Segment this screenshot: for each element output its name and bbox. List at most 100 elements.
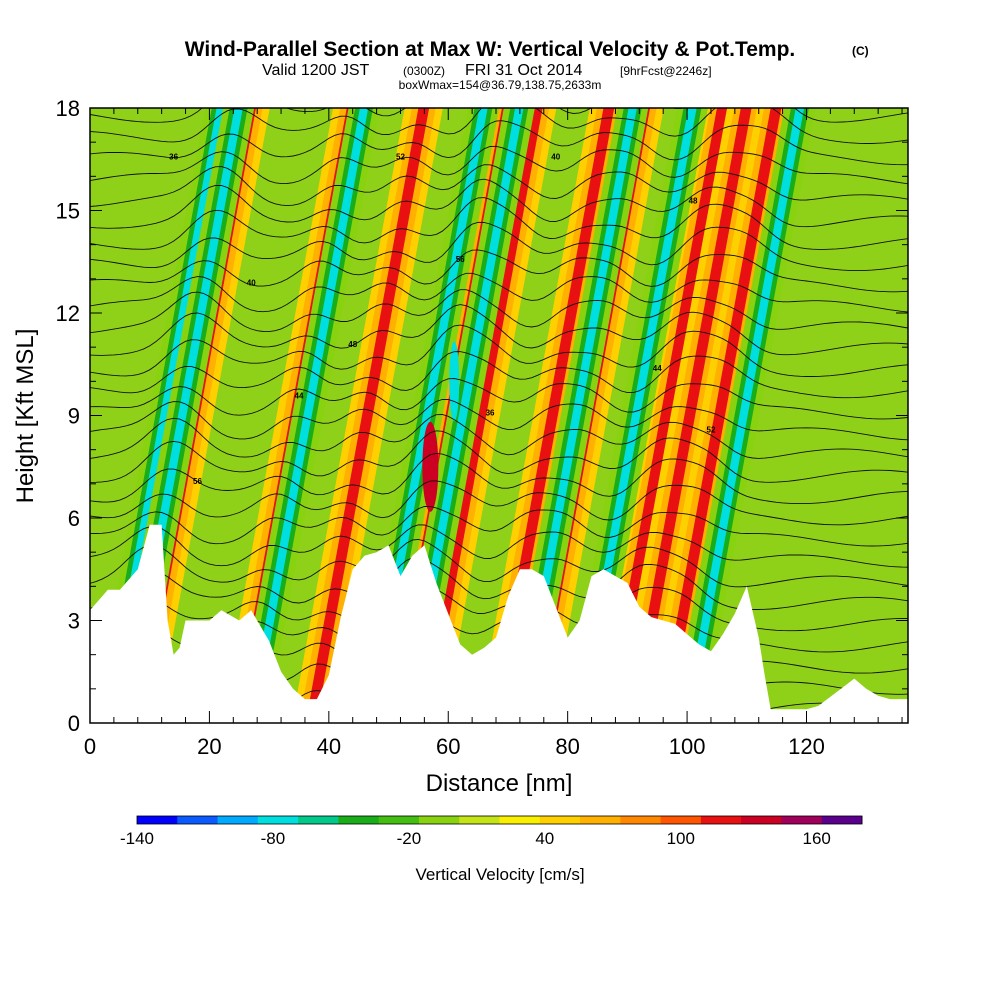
theta-contour-17	[90, 304, 908, 356]
y-tick-label: 0	[68, 711, 80, 736]
x-tick-label: 20	[197, 734, 221, 759]
downdraft-core	[449, 341, 460, 422]
y-tick-label: 15	[56, 199, 80, 224]
valid-utc: (0300Z)	[403, 64, 445, 78]
velocity-bands	[92, 108, 816, 723]
updraft-streak-10-level-2	[627, 108, 752, 723]
terrain-mask	[90, 524, 908, 723]
colorbar-swatch	[177, 816, 219, 824]
colorbar-swatch	[499, 816, 541, 824]
theta-contour-19	[90, 272, 908, 313]
valid-prefix: Valid 1200 JST	[262, 62, 370, 79]
colorbar: -140 -80 -20 40 100 160	[120, 815, 863, 848]
colorbar-swatch	[378, 816, 420, 824]
theta-label-7: 40	[551, 152, 560, 161]
colorbar-swatch	[418, 816, 460, 824]
theta-label-6: 36	[486, 409, 495, 418]
theta-label-3: 48	[348, 340, 357, 349]
colorbar-swatch	[781, 816, 823, 824]
colorbar-swatch	[137, 816, 178, 824]
theta-contour-11	[90, 430, 908, 483]
theta-contour-9	[90, 480, 908, 526]
theta-contour-13	[90, 398, 908, 441]
chart-title: Wind-Parallel Section at Max W: Vertical…	[185, 38, 796, 61]
theta-contour-24	[90, 164, 908, 207]
colorbar-swatch	[257, 816, 299, 824]
theta-label-9: 48	[689, 197, 698, 206]
theta-contour-22	[90, 197, 908, 250]
y-tick-label: 18	[56, 96, 80, 121]
theta-contour-16	[90, 324, 908, 377]
colorbar-swatch	[338, 816, 380, 824]
x-tick-label: 100	[669, 734, 706, 759]
theta-contour-labels: 36 40 44 48 52 56 36 40 44 48 52 56	[169, 152, 716, 486]
updraft-streak-9-level-2	[604, 108, 728, 723]
valid-time-line: Valid 1200 JST (0300Z) FRI 31 Oct 2014 […	[262, 62, 712, 79]
colorbar-tick-label: -140	[120, 829, 154, 848]
theta-contour-6	[90, 538, 908, 588]
x-tick-label: 80	[555, 734, 579, 759]
theta-label-1: 40	[247, 279, 256, 288]
updraft-streak-3-level-2	[305, 108, 430, 723]
theta-contour-15	[90, 351, 908, 399]
theta-label-11: 56	[193, 477, 202, 486]
downdraft-streak-4-level-2	[402, 108, 524, 723]
theta-contour-10	[90, 452, 908, 505]
theta-contour-27	[90, 108, 908, 144]
copyright-mark: (C)	[852, 44, 869, 58]
forecast-tag: [9hrFcst@2246z]	[620, 64, 712, 78]
x-axis: 0 20 40 60 80 100 120	[84, 108, 903, 759]
theta-contour-18	[90, 289, 908, 334]
colorbar-label: Vertical Velocity [cm/s]	[415, 865, 584, 884]
y-tick-label: 9	[68, 404, 80, 429]
colorbar-tick-label: -20	[397, 829, 422, 848]
colorbar-tick-label: 160	[803, 829, 831, 848]
colorbar-tick-label: -80	[261, 829, 286, 848]
x-tick-label: 120	[788, 734, 825, 759]
updraft-core	[422, 421, 439, 512]
valid-date: FRI 31 Oct 2014	[465, 62, 582, 79]
plot-area: 36 40 44 48 52 56 36 40 44 48 52 56	[90, 108, 908, 723]
x-tick-label: 60	[436, 734, 460, 759]
y-axis-label: Height [Kft MSL]	[12, 329, 39, 504]
box-info: boxWmax=154@36.79,138.75,2633m	[399, 78, 602, 92]
x-axis-label: Distance [nm]	[426, 770, 573, 797]
theta-contour-12	[90, 414, 908, 459]
updraft-streak-7-level-2	[490, 108, 615, 723]
theta-label-2: 44	[295, 391, 304, 400]
x-tick-label: 40	[317, 734, 341, 759]
theta-contour-23	[90, 178, 908, 229]
theta-contour-20	[90, 249, 908, 293]
theta-label-10: 52	[707, 426, 716, 435]
colorbar-tick-label: 100	[667, 829, 695, 848]
theta-contour-21	[90, 221, 908, 272]
theta-contours	[90, 108, 908, 716]
theta-label-5: 56	[456, 255, 465, 264]
downdraft-streak-7-level-2	[682, 108, 805, 723]
colorbar-swatch	[217, 816, 259, 824]
colorbar-swatch	[580, 816, 621, 824]
colorbar-swatch	[620, 816, 662, 824]
colorbar-tick-label: 40	[535, 829, 554, 848]
theta-contour-5	[90, 557, 908, 610]
y-tick-label: 3	[68, 609, 80, 634]
theta-contour-8	[90, 505, 908, 547]
theta-label-4: 52	[396, 152, 405, 161]
colorbar-swatch	[821, 816, 863, 824]
colorbar-swatch	[741, 816, 782, 824]
colorbar-swatch	[700, 816, 742, 824]
colorbar-swatch	[660, 816, 702, 824]
x-tick-label: 0	[84, 734, 96, 759]
theta-contour-14	[90, 378, 908, 420]
colorbar-swatch	[539, 816, 581, 824]
theta-contour-26	[90, 120, 908, 166]
theta-contour-7	[90, 524, 908, 568]
colorbar-frame	[136, 815, 863, 825]
y-tick-label: 12	[56, 301, 80, 326]
colorbar-swatch	[298, 816, 339, 824]
y-tick-label: 6	[68, 506, 80, 531]
theta-label-8: 44	[653, 364, 662, 373]
downdraft-streak-0-level-2	[103, 108, 225, 723]
downdraft-streak-2-level-2	[247, 108, 369, 723]
